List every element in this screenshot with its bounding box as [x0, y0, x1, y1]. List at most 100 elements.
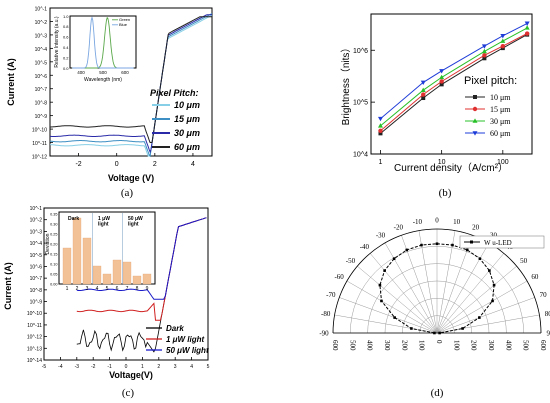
- caption-d: (d): [431, 387, 444, 399]
- caption-b: (b): [439, 187, 452, 199]
- panel-c-y-tick-label: 10^-12: [27, 335, 42, 341]
- panel-c-series-line: [76, 217, 207, 353]
- panel-b-x-label: Current density（A/cm²）: [394, 162, 508, 174]
- panel-c-iv-chart: -5 -4 -3 -2 -1 0 1 2 3 4 510^-1410^-1310^-1210^-11…: [3, 206, 210, 399]
- panel-d-radial-label: 200: [400, 340, 408, 351]
- caption-c: (c): [122, 387, 135, 399]
- panel-a-y-tick-label: 10^-11: [32, 141, 47, 147]
- panel-d-angle-label: 20: [472, 223, 480, 231]
- panel-d-angle-spoke: [357, 265, 438, 334]
- panel-a-y-tick-label: 10^-8: [35, 101, 48, 107]
- panel-d-angle-label: 90: [547, 330, 550, 338]
- panel-a-y-tick-label: 10^-5: [35, 60, 48, 66]
- panel-d-data-point: [478, 316, 481, 319]
- panel-c-inset-group-label: 50 μW light: [128, 216, 143, 228]
- panel-d-radial-label: 0: [435, 340, 443, 344]
- panel-b-data-point: [420, 80, 426, 86]
- panel-c-inset-bar: [62, 247, 72, 285]
- panel-d-polar-chart: -30-20-100102030405060708090-40-50-60-70…: [319, 217, 550, 400]
- panel-a-y-tick-label: 10^-7: [35, 87, 48, 93]
- panel-b-legend-marker: [472, 106, 478, 112]
- panel-c-inset-bar: [82, 237, 92, 285]
- panel-b-y-tick-label: 10^5: [353, 100, 368, 107]
- panel-b-data-point: [439, 82, 444, 87]
- panel-d-data-point: [492, 283, 496, 287]
- panel-c-inset-y-tick-label: 0.20: [50, 243, 57, 247]
- panel-d-data-point: [435, 242, 439, 246]
- panel-d-angle-label: -40: [360, 243, 370, 251]
- panel-a-y-tick-label: 10^-6: [35, 74, 48, 80]
- panel-a-inset-y-tick-label: 0.0: [63, 66, 69, 71]
- panel-d-data-point: [405, 248, 409, 252]
- panel-d-angle-spoke: [346, 280, 438, 334]
- panel-d-angle-label: 10: [453, 218, 461, 226]
- panel-d-angle-label: 30: [490, 232, 498, 240]
- panel-d-angle-label: -30: [376, 232, 386, 240]
- panel-c-inset-y-tick-label: 0.00: [50, 283, 57, 287]
- panel-d-angle-spoke: [436, 265, 517, 334]
- panel-b-data-point: [439, 69, 445, 74]
- panel-d-radial-label: 400: [366, 340, 374, 351]
- panel-d-angle-spoke: [418, 230, 438, 334]
- panel-d-data-point: [438, 331, 441, 335]
- panel-a-inset-legend-label: Green: [119, 17, 130, 22]
- panel-d-angle-spoke: [436, 297, 535, 334]
- panel-a-x-tick-label: 2: [153, 161, 157, 168]
- panel-d-radial-label: 400: [504, 340, 512, 351]
- panel-d-radial-label: 500: [522, 340, 530, 351]
- panel-c-y-tick-label: 10^-8: [30, 288, 43, 294]
- panel-b-legend-label: 15 μm: [490, 105, 511, 114]
- caption-a: (a): [121, 187, 134, 199]
- panel-a-x-tick-label: 4: [191, 161, 195, 168]
- panel-c-x-tick-label: -2: [91, 364, 96, 370]
- panel-b-data-point: [500, 38, 506, 43]
- panel-d-angle-label: -70: [326, 291, 336, 299]
- panel-d-angle-label: -80: [321, 310, 331, 318]
- panel-a-x-label: Voltage (V): [108, 173, 154, 183]
- panel-a-series-line: [49, 14, 213, 157]
- panel-c-inset-x-tick-label: 6: [116, 286, 119, 292]
- panel-c-inset-bar: [112, 259, 122, 285]
- panel-c-x-tick-label: 4: [190, 364, 193, 370]
- panel-c-inset-x-tick-label: 9: [146, 286, 149, 292]
- panel-c-inset-y-tick-label: 0.30: [50, 223, 57, 227]
- panel-d-radial-label: 300: [383, 340, 391, 351]
- panel-a-series-line: [50, 16, 212, 143]
- panel-c-inset-bar: [122, 261, 132, 285]
- panel-d-angle-spoke: [401, 235, 438, 334]
- panel-b-y-tick-label: 10^6: [353, 48, 368, 55]
- panel-a-inset-y-tick-label: 0.6: [63, 35, 69, 40]
- panel-a-y-tick-label: 10^-9: [35, 114, 48, 120]
- panel-a-series-line: [50, 14, 212, 154]
- panel-b-data-point: [482, 53, 487, 58]
- panel-b-brightness-chart: 1 10 100 10^4 10^5 10^6 Current density（A/cm²…: [340, 13, 533, 199]
- panel-d-legend-box: [459, 235, 545, 249]
- panel-a-x-tick-label: 0: [115, 161, 119, 168]
- panel-c-inset-group-label: Dark: [68, 216, 79, 222]
- panel-b-series-line: [380, 33, 528, 132]
- panel-a-inset-x-label: Wavelength (nm): [84, 77, 122, 83]
- panel-c-inset-y-tick-label: 0.05: [50, 273, 57, 277]
- panel-d-data-point: [488, 269, 491, 272]
- panel-d-angle-spoke: [339, 297, 438, 334]
- panel-b-plot-frame: [370, 13, 533, 155]
- panel-a-legend-label: 15 μm: [174, 114, 200, 124]
- panel-b-data-point: [421, 92, 426, 97]
- panel-a-inset-y-label: Relative Intensity (a.u.): [54, 16, 60, 67]
- panel-b-x-tick-label: 100: [497, 159, 509, 166]
- panel-c-inset-y-tick-label: 0.10: [50, 263, 57, 267]
- panel-d-angle-spoke: [436, 230, 456, 334]
- panel-a-inset-legend-label: Blue: [119, 22, 128, 27]
- panel-d-radial-label: 500: [348, 340, 356, 351]
- panel-a-inset-y-tick-label: 0.2: [63, 55, 69, 60]
- panel-a-inset-spectrum: [72, 16, 134, 69]
- panel-c-inset-x-tick-label: 8: [136, 286, 139, 292]
- panel-c-x-tick-label: 2: [157, 364, 160, 370]
- panel-c-inset-y-tick-label: 0.15: [50, 253, 57, 257]
- panel-a-y-tick-label: 10^-4: [35, 47, 48, 53]
- panel-c-x-label: Voltage(V): [109, 370, 153, 380]
- panel-a-legend-label: 30 μm: [174, 128, 200, 138]
- panel-c-y-tick-label: 10^-11: [27, 323, 42, 329]
- panel-c-inset-y-tick-label: 0.25: [50, 233, 57, 237]
- panel-c-y-label: Current (A): [3, 262, 13, 310]
